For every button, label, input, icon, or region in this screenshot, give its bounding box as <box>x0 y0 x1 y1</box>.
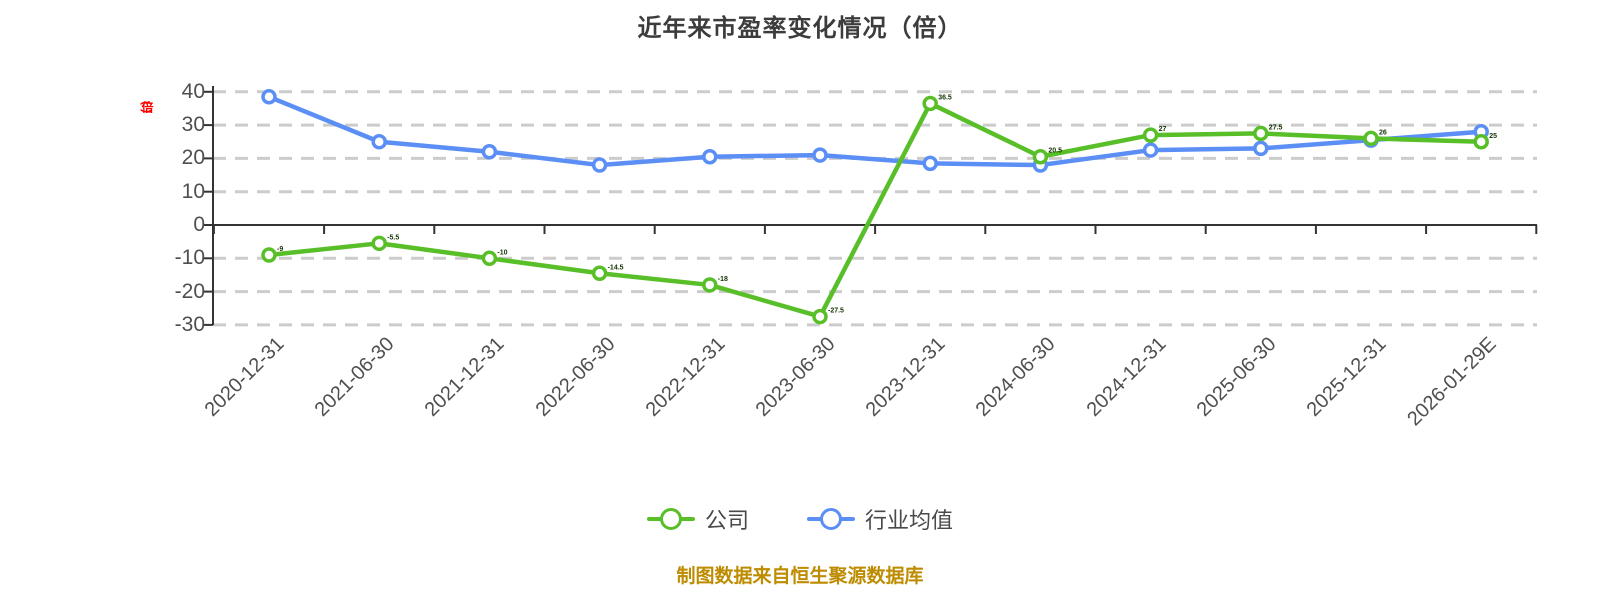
data-point-marker[interactable] <box>481 250 498 267</box>
y-axis-tick-label: 10 <box>181 179 205 203</box>
data-point-marker[interactable] <box>1363 130 1379 147</box>
data-point-label: 26 <box>1379 129 1387 136</box>
data-point-label: -10 <box>497 249 507 256</box>
series-line-行业均值 <box>266 94 1484 168</box>
data-point-marker[interactable] <box>812 147 828 163</box>
y-axis-tick-label: -20 <box>174 279 205 303</box>
y-axis-tick-label: 40 <box>181 79 205 103</box>
data-point-label: -9 <box>277 246 283 253</box>
data-point-marker[interactable] <box>1253 140 1269 157</box>
data-point-marker[interactable] <box>481 143 498 160</box>
data-point-label: 27.5 <box>1269 124 1283 131</box>
chart-legend: 公司 行业均值 <box>0 503 1600 535</box>
data-point-marker[interactable] <box>922 95 938 112</box>
chart-title: 近年来市盈率变化情况（倍） <box>637 15 963 42</box>
legend-item-industry-average[interactable]: 行业均值 <box>807 503 953 535</box>
legend-label-company: 公司 <box>704 508 749 533</box>
y-axis-tick-label: 20 <box>181 146 205 170</box>
data-point-marker[interactable] <box>812 308 828 325</box>
data-point-marker[interactable] <box>1032 148 1049 165</box>
data-point-marker[interactable] <box>591 157 608 173</box>
data-point-label: 20.5 <box>1048 148 1062 155</box>
data-point-label: 36.5 <box>938 94 952 101</box>
data-point-marker[interactable] <box>371 235 387 252</box>
data-point-marker[interactable] <box>1253 125 1269 142</box>
data-point-marker[interactable] <box>1142 127 1159 143</box>
data-point-label: 25 <box>1489 133 1497 140</box>
y-axis-unit-label: (倍) <box>140 101 154 109</box>
data-point-marker[interactable] <box>702 148 718 165</box>
data-source-note: 制图数据来自恒生聚源数据库 <box>676 566 924 587</box>
y-axis-tick-label: -10 <box>174 246 205 270</box>
data-point-marker[interactable] <box>371 134 387 150</box>
y-axis-tick-label: -30 <box>174 312 205 336</box>
data-point-marker[interactable] <box>1142 142 1159 158</box>
data-point-marker[interactable] <box>702 277 718 293</box>
data-point-label: 27 <box>1159 126 1167 133</box>
data-point-marker[interactable] <box>1473 134 1489 150</box>
data-point-marker[interactable] <box>591 265 608 282</box>
industry-line-marker-icon <box>807 508 855 530</box>
data-point-label: -14.5 <box>608 264 624 271</box>
legend-label-industry-average: 行业均值 <box>865 508 954 533</box>
data-point-label: -18 <box>718 276 728 283</box>
data-point-label: -5.5 <box>387 234 399 241</box>
y-axis-tick-label: 0 <box>193 213 205 236</box>
data-point-marker[interactable] <box>922 155 938 172</box>
series-line-公司 <box>266 101 1484 319</box>
data-point-marker[interactable] <box>261 89 277 105</box>
y-axis-tick-label: 30 <box>181 113 205 137</box>
data-point-label: -27.5 <box>828 308 844 315</box>
data-point-marker[interactable] <box>261 247 277 263</box>
legend-item-company[interactable]: 公司 <box>646 503 749 535</box>
company-line-marker-icon <box>646 508 695 530</box>
